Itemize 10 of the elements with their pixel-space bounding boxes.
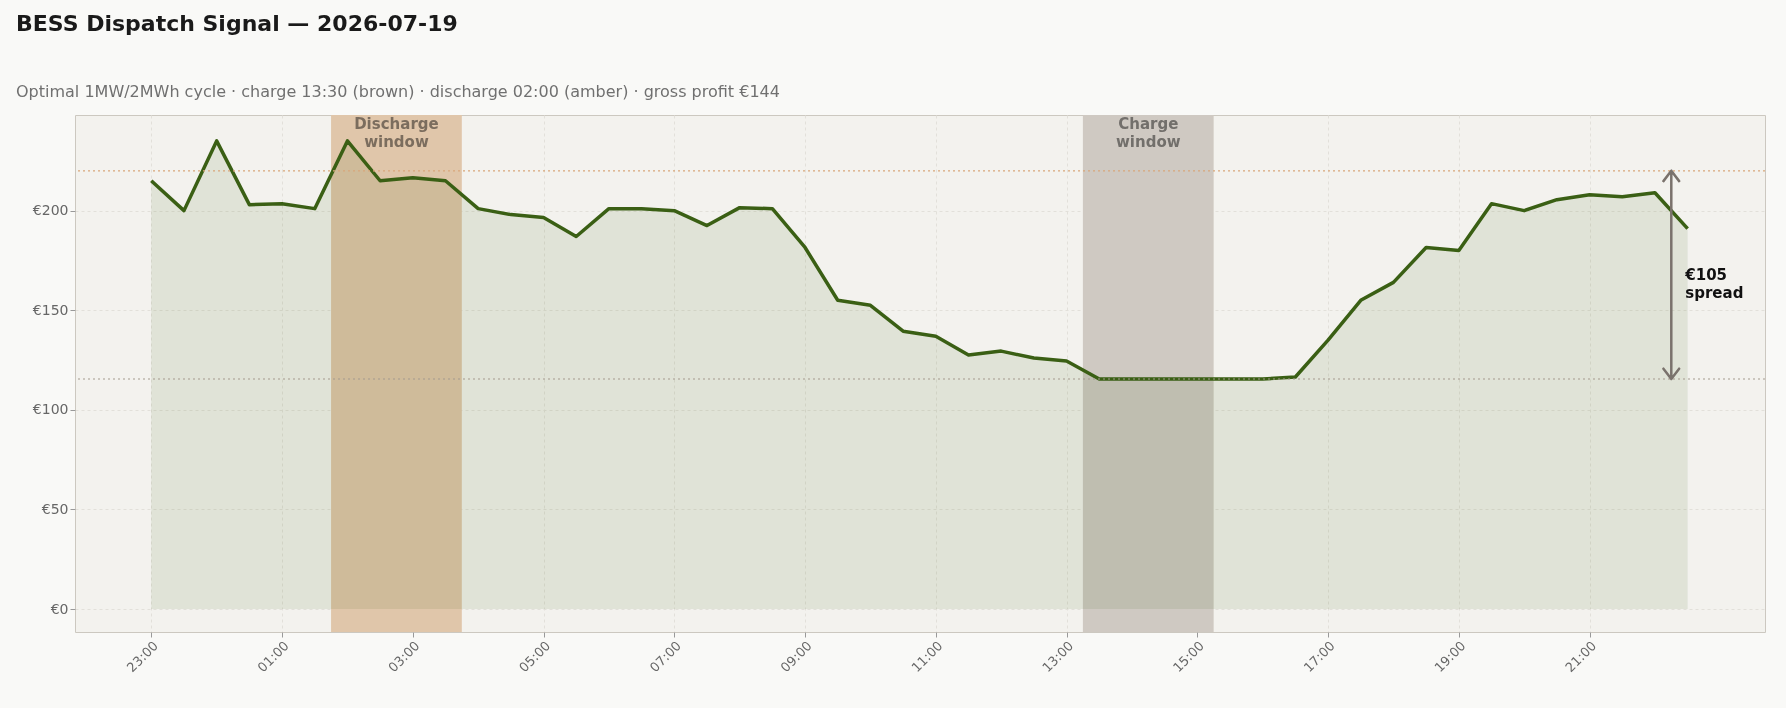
band-label: Charge window bbox=[1115, 115, 1181, 151]
y-tick-label: €0 bbox=[50, 600, 69, 617]
annotation: €105 spread bbox=[1684, 265, 1744, 302]
y-tick-label: €50 bbox=[41, 500, 69, 517]
y-tick-label: €150 bbox=[32, 301, 69, 318]
y-tick-label: €100 bbox=[32, 401, 69, 418]
band-label: Discharge window bbox=[354, 115, 439, 151]
chart-title: BESS Dispatch Signal — 2026-07-19 bbox=[16, 11, 458, 36]
y-tick-label: €200 bbox=[32, 202, 69, 219]
chart-subtitle: Optimal 1MW/2MWh cycle · charge 13:30 (brown) · discharge 02:00 (amber) · gross profit €144 bbox=[16, 82, 780, 101]
